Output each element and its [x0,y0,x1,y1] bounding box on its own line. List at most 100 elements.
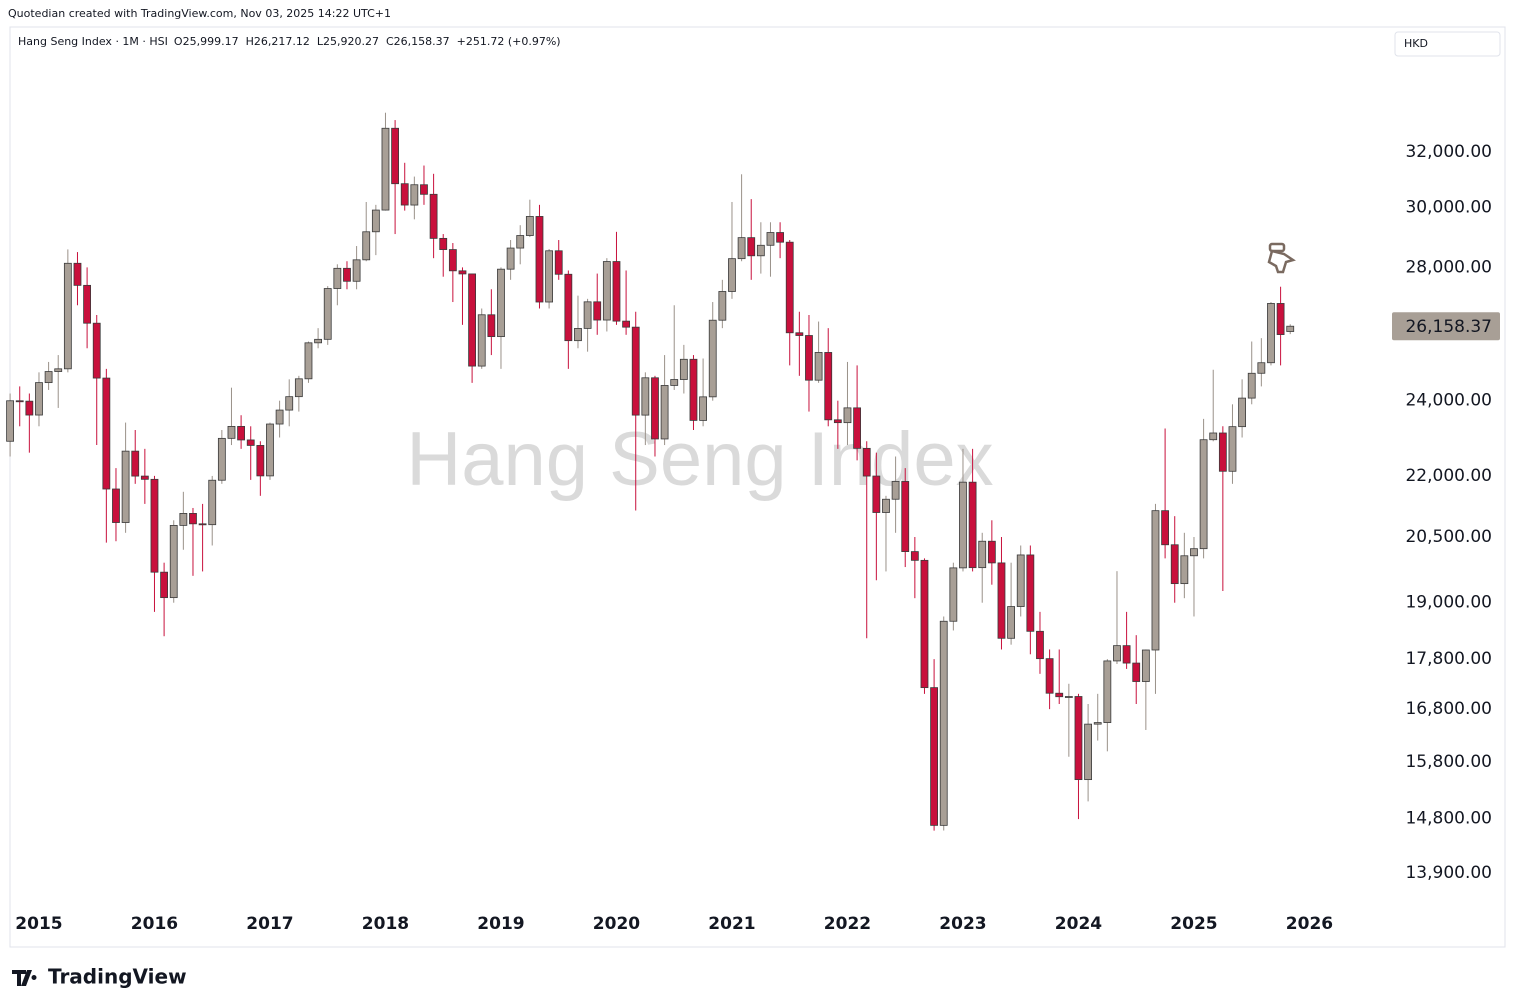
candle-body [679,358,688,380]
candle-body [391,127,400,185]
candle-body [1026,554,1035,632]
candle-body [891,481,900,500]
candle-body [997,562,1006,639]
x-tick-label: 2016 [131,914,178,934]
candle-body [853,407,861,449]
candle-body [689,358,698,421]
candle-body [1247,372,1256,399]
candle-body [1132,662,1141,682]
candle-body [217,437,226,481]
candle-body [266,423,274,477]
candle-body [15,400,24,403]
candle-body [525,216,534,236]
candle-body [352,259,361,282]
candle-body [1103,660,1112,723]
y-tick-label: 19,000.00 [1405,593,1492,613]
candle-body [756,244,765,257]
candle-body [487,314,496,338]
ohlc-value: L25,920.27 [317,35,379,48]
candle-body [1161,510,1169,546]
candle-body [920,559,929,689]
candle-body [112,488,120,523]
candle-body [612,261,621,322]
brand-logo: TradingView [12,965,187,989]
candle-body [83,284,91,324]
candle-body [179,513,188,526]
candle-body [622,320,630,328]
y-tick-label: 20,500.00 [1405,527,1492,547]
y-tick-label: 15,800.00 [1405,752,1492,772]
candle-body [535,216,544,303]
candle-body [843,407,852,424]
candle-body [1141,649,1150,682]
candle-body [882,498,890,513]
y-tick-label: 14,800.00 [1405,809,1492,829]
candle-body [583,301,592,329]
symbol: Hang Seng Index · 1M · HSI [18,35,168,48]
candle-body [1084,723,1092,781]
candle-body [131,450,140,477]
candle-body [371,209,380,233]
candle-body [1151,510,1160,651]
candle-body [63,262,72,370]
candle-body [939,620,948,826]
last-price-label: 26,158.37 [1405,317,1492,337]
candle-body [237,425,246,441]
candle-body [1016,554,1025,607]
candle-body [169,524,178,599]
candle-body [833,419,842,424]
last-price-box [1392,312,1500,341]
candle-body [44,371,53,384]
currency[interactable]: HKD [1404,37,1428,50]
candle-body [323,288,332,340]
candle-body [189,513,197,525]
candle-body [497,268,505,338]
candle-body [275,409,284,425]
candle-body [1218,432,1227,472]
candle-body [304,342,313,380]
candle-body [901,481,910,552]
candle-body [35,382,43,416]
candle-body [708,319,717,398]
x-tick-label: 2023 [939,914,986,934]
candle-body [448,249,457,272]
currency-box[interactable] [1394,31,1501,57]
candle-body [256,445,265,477]
ohlc-value: C26,158.37 [386,35,450,48]
candle-body [198,523,207,526]
candle-body [477,314,486,367]
candle-body [987,540,996,564]
candle-body [1007,606,1015,639]
candle-body [641,377,650,416]
x-tick-label: 2019 [477,914,524,934]
candle-body [208,479,217,526]
candle-body [1036,630,1044,660]
candle-body [1199,439,1208,550]
candle-body [92,322,101,379]
candle-body [593,301,602,321]
candle-body [6,400,14,442]
candle-body [246,439,255,446]
candle-body [121,450,130,523]
candle-body [602,261,611,321]
candle-body [631,326,640,416]
candle-body [1093,722,1102,725]
y-tick-label: 22,000.00 [1405,466,1492,486]
candle-body [1122,645,1131,664]
candle-body [343,267,351,282]
chart-frame [9,26,1506,948]
candle-body [1055,692,1064,698]
candle-body [814,352,823,381]
y-tick-label: 17,800.00 [1405,649,1492,669]
candle-body [1074,696,1083,781]
candle-body [910,551,919,561]
candle-body [294,378,303,398]
y-tick-label: 16,800.00 [1405,699,1492,719]
candle-body [545,250,553,303]
candle-body [381,127,390,211]
candle-body [805,335,813,381]
candle-body [468,273,477,367]
candle-body [150,478,159,573]
candle-body [140,475,149,480]
